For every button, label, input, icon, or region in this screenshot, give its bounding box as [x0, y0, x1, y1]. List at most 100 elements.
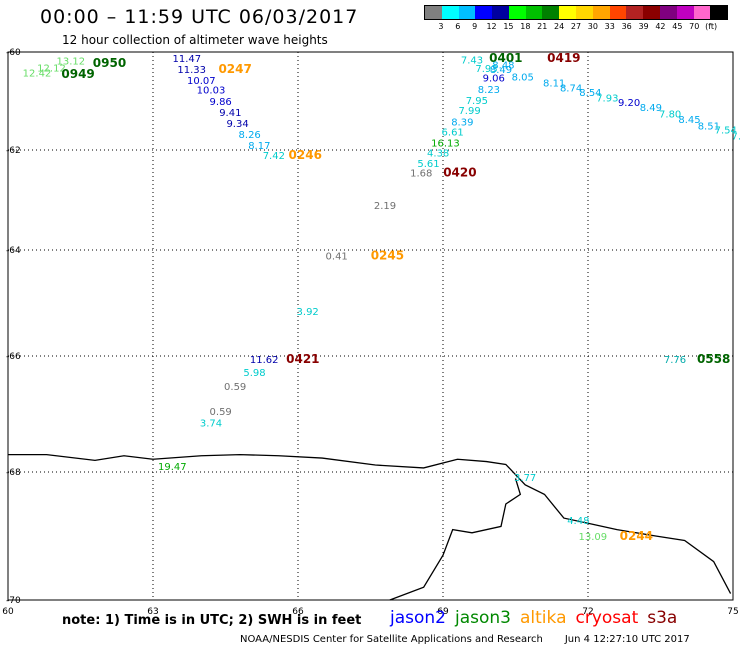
color-swatch: [609, 6, 627, 19]
pass-time-label: 0245: [371, 248, 404, 262]
pass-time-label: 0558: [697, 352, 730, 366]
y-tick-label: -60: [6, 48, 21, 58]
units-note: note: 1) Time is in UTC; 2) SWH is in fe…: [62, 613, 362, 628]
x-tick-label: 72: [582, 607, 593, 617]
y-tick-label: -70: [6, 596, 21, 606]
wave-height-value: 3.74: [200, 419, 222, 430]
color-scale-label: 45: [672, 22, 683, 31]
wave-height-value: 3.77: [514, 473, 536, 484]
pass-time-label: 0419: [547, 51, 580, 65]
wave-height-value: 9.20: [618, 98, 640, 109]
wave-height-value: 8.23: [478, 85, 500, 96]
color-swatch: [626, 6, 644, 19]
wave-height-value: 0.59: [224, 382, 246, 393]
color-scale-label: 12: [486, 22, 497, 31]
color-scale-label: 18: [520, 22, 531, 31]
color-swatch: [542, 6, 560, 19]
wave-height-value: 7.46: [732, 131, 740, 142]
ice-shelf-edge: [389, 478, 522, 601]
color-swatch: [659, 6, 677, 19]
y-tick-label: -62: [6, 146, 21, 156]
satellite-legend-item: s3a: [647, 608, 678, 628]
color-scale-label: 30: [587, 22, 598, 31]
wave-height-value: 6.61: [442, 127, 464, 138]
wave-height-value: 16.13: [431, 139, 460, 150]
credit-timestamp: Jun 4 12:27:10 UTC 2017: [564, 634, 690, 645]
color-swatch: [643, 6, 660, 19]
color-scale-label: 42: [655, 22, 666, 31]
wave-height-value: 13.12: [57, 56, 86, 67]
color-swatch: [508, 6, 526, 19]
wave-height-value: 8.45: [678, 115, 700, 126]
x-tick-label: 75: [727, 607, 738, 617]
credit-line: NOAA/NESDIS Center for Satellite Applica…: [240, 634, 690, 645]
map-tick-labels: 60 63 66 69 72 75 -60 -62 -64 -66 -68 -70: [2, 48, 738, 617]
color-scale-label: 36: [621, 22, 632, 31]
x-tick-label: 63: [147, 607, 158, 617]
wave-height-value: 19.47: [158, 462, 187, 473]
wave-height-value: 8.17: [248, 141, 270, 152]
map-frame: [7, 51, 734, 601]
wave-height-color-scale: [424, 5, 728, 20]
wave-height-value: 8.26: [239, 130, 261, 141]
color-swatch: [710, 6, 728, 19]
color-scale-label: 9: [472, 22, 478, 31]
color-swatch: [676, 6, 694, 19]
wave-height-value: 9.41: [219, 108, 241, 119]
wave-height-value: 7.93: [475, 64, 497, 75]
satellite-legend-item: jason2: [390, 608, 446, 628]
color-swatch: [576, 6, 593, 19]
y-tick-label: -68: [6, 468, 21, 478]
wave-height-value: 10.03: [197, 86, 226, 97]
wave-height-value: 4.38: [427, 149, 449, 160]
map-subtitle: 12 hour collection of altimeter wave hei…: [62, 33, 328, 47]
wave-height-value: 7.42: [263, 151, 285, 162]
pass-time-label: 0421: [286, 352, 319, 366]
color-swatch: [475, 6, 493, 19]
wave-height-value: 3.92: [297, 307, 319, 318]
wave-height-value: 12.42: [23, 69, 52, 80]
color-scale-label: 70: [689, 22, 700, 31]
wave-height-value: 0.41: [326, 251, 348, 262]
color-scale-label: 21: [537, 22, 548, 31]
wave-height-value: 8.49: [640, 103, 662, 114]
wave-height-value: 8.49: [490, 65, 512, 76]
color-swatch: [693, 6, 711, 19]
wave-height-value: 2.19: [374, 201, 396, 212]
color-scale-label: 24: [554, 22, 565, 31]
wave-height-value: 8.51: [698, 122, 720, 133]
wave-height-value: 12.12: [37, 64, 66, 75]
wave-height-value: 4.48: [567, 516, 589, 527]
satellite-legend-item: cryosat: [575, 608, 639, 628]
wave-height-value: 7.80: [659, 109, 681, 120]
wave-height-value: 9.34: [226, 119, 248, 130]
color-swatch: [525, 6, 543, 19]
coastline: [8, 453, 732, 601]
wave-height-value: 1.68: [410, 169, 432, 180]
map-title: 00:00 – 11:59 UTC 06/03/2017: [40, 6, 359, 28]
pass-time-label: 0246: [289, 148, 322, 162]
x-tick-label: 66: [292, 607, 304, 617]
wave-height-value: 7.76: [664, 355, 686, 366]
color-swatch: [492, 6, 509, 19]
color-swatch: [559, 6, 577, 19]
color-scale-label: 39: [638, 22, 649, 31]
wave-height-value: 8.39: [451, 118, 473, 129]
wave-height-value: 5.61: [417, 159, 439, 170]
wave-height-value: 7.95: [466, 96, 488, 107]
color-scale-labels: 3 6 9 12 15 18 21 24 27 30 33 36 39 42 45 70 (ft): [424, 22, 740, 34]
wave-height-value: 10.07: [187, 76, 216, 87]
satellite-legend-item: jason3: [455, 608, 511, 628]
wave-height-value: 8.05: [512, 73, 534, 84]
wave-height-value: 11.62: [250, 355, 279, 366]
y-tick-label: -66: [6, 352, 21, 362]
color-swatch: [425, 6, 442, 19]
satellite-legend-item: altika: [520, 608, 567, 628]
pass-time-label: 0950: [93, 56, 126, 70]
wave-height-value: 11.33: [177, 65, 206, 76]
satellite-legend: jason2 jason3 altika cryosat s3a: [390, 608, 686, 628]
x-tick-label: 69: [437, 607, 449, 617]
x-tick-label: 60: [2, 607, 14, 617]
